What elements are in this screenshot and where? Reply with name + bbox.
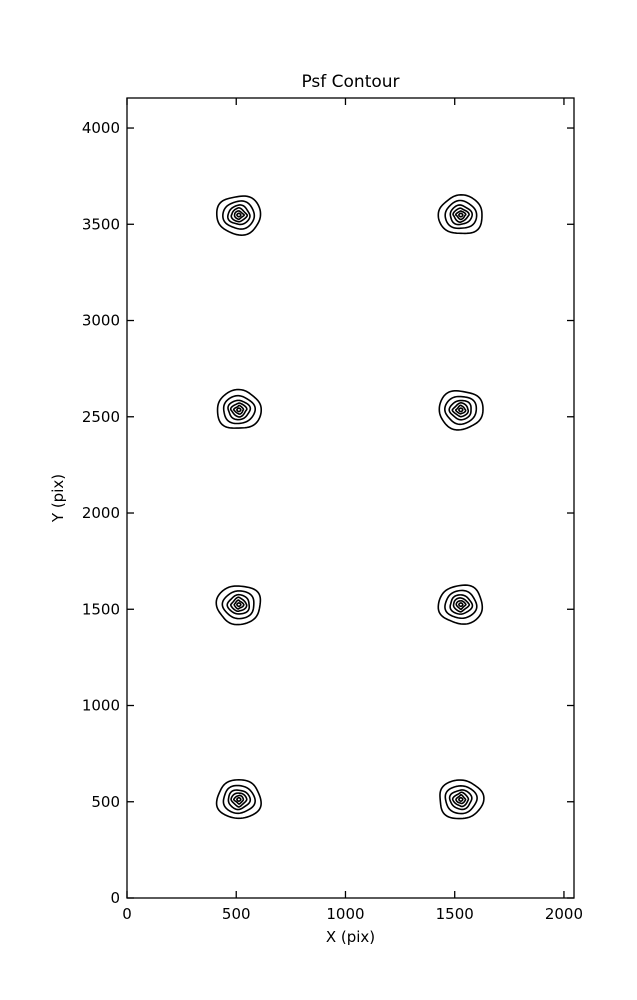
psf-contour-blob <box>215 779 262 820</box>
contour-level-4 <box>454 404 467 415</box>
y-tick-label: 2000 <box>82 504 120 522</box>
contour-level-2 <box>226 593 251 615</box>
contour-level-2 <box>449 594 474 615</box>
contour-level-0 <box>216 388 263 429</box>
x-tick-label: 0 <box>122 905 132 923</box>
contour-level-3 <box>229 402 248 418</box>
contour-level-0 <box>437 584 484 625</box>
contour-level-3 <box>452 207 470 223</box>
psf-contour-blob <box>216 388 263 429</box>
y-tick-label: 1000 <box>82 697 120 715</box>
y-tick-labels: 0 500 1000 1500 2000 2500 3000 3500 4000 <box>82 119 120 907</box>
psf-contours <box>215 194 485 820</box>
y-tick-label: 1500 <box>82 600 120 618</box>
contour-level-4 <box>454 210 467 221</box>
contour-level-4 <box>233 599 245 610</box>
psf-contour-blob <box>438 390 484 431</box>
psf-contour-blob <box>437 194 483 235</box>
contour-level-5 <box>458 407 464 413</box>
contour-level-2 <box>227 399 252 421</box>
contour-level-1 <box>222 200 256 230</box>
contour-level-0 <box>437 194 483 235</box>
y-tick-label: 3000 <box>82 312 120 330</box>
y-tick-label: 500 <box>91 793 120 811</box>
y-tick-label: 0 <box>110 889 120 907</box>
contour-level-0 <box>438 390 484 431</box>
contour-level-1 <box>222 784 256 815</box>
contour-level-0 <box>439 779 485 820</box>
axis-ticks <box>126 98 574 899</box>
contour-level-0 <box>215 195 262 236</box>
contour-level-5 <box>236 796 242 802</box>
psf-contour-blob <box>439 779 485 820</box>
contour-level-1 <box>444 395 478 426</box>
contour-level-2 <box>227 789 252 811</box>
contour-level-3 <box>230 792 248 808</box>
contour-level-5 <box>236 407 242 413</box>
x-tick-label: 1000 <box>326 905 364 923</box>
axes-frame <box>126 97 575 899</box>
contour-level-4 <box>455 793 467 805</box>
contour-level-4 <box>232 794 245 805</box>
psf-contour-blob <box>437 584 484 625</box>
contour-level-4 <box>232 404 245 415</box>
contour-level-1 <box>221 590 255 620</box>
contour-level-5 <box>458 602 464 608</box>
contour-level-1 <box>222 394 257 425</box>
psf-contour-blob <box>215 195 262 236</box>
contour-level-1 <box>444 199 478 230</box>
y-axis-label: Y (pix) <box>49 473 67 523</box>
contour-level-2 <box>226 204 251 226</box>
contour-level-1 <box>444 589 478 620</box>
contour-level-3 <box>451 402 470 418</box>
x-tick-label: 500 <box>222 905 251 923</box>
contour-level-3 <box>451 791 470 808</box>
x-tick-label: 1500 <box>436 905 474 923</box>
contour-level-2 <box>448 399 472 421</box>
contour-level-0 <box>215 779 262 820</box>
y-tick-label: 4000 <box>82 119 120 137</box>
contour-level-3 <box>230 207 249 223</box>
psf-contour-blob <box>215 585 262 626</box>
contour-level-5 <box>236 212 242 218</box>
contour-level-4 <box>455 600 467 611</box>
contour-level-0 <box>215 585 262 626</box>
y-tick-label: 2500 <box>82 408 120 426</box>
x-tick-labels: 0 500 1000 1500 2000 <box>122 905 583 923</box>
contour-level-2 <box>449 204 473 226</box>
x-axis-label: X (pix) <box>325 928 376 946</box>
contour-level-3 <box>229 596 248 613</box>
contour-level-5 <box>236 602 242 608</box>
contour-level-1 <box>444 785 478 815</box>
contour-level-5 <box>458 796 464 802</box>
contour-level-3 <box>452 597 471 613</box>
x-tick-label: 2000 <box>545 905 583 923</box>
y-tick-label: 3500 <box>82 215 120 233</box>
chart-title: Psf Contour <box>301 72 400 92</box>
contour-level-2 <box>448 789 473 811</box>
contour-level-5 <box>458 212 464 218</box>
contour-level-4 <box>233 210 246 221</box>
